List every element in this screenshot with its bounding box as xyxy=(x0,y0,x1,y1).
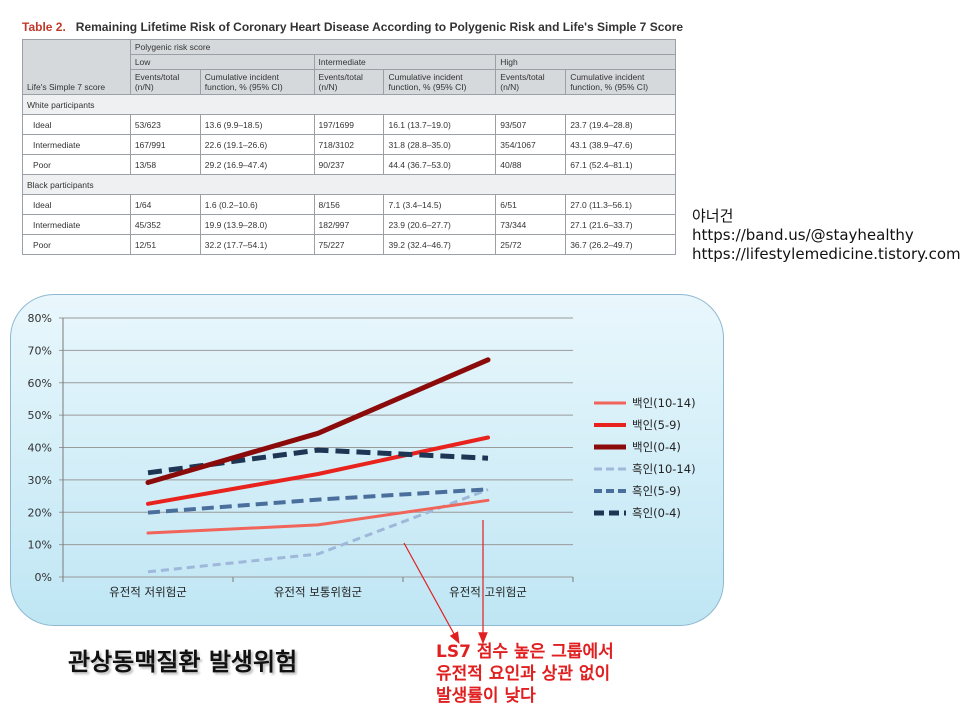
table-cell: 27.1 (21.6–33.7) xyxy=(565,214,676,235)
x-tick-label: 유전적 고위험군 xyxy=(449,585,527,599)
y-tick-label: 40% xyxy=(28,442,52,455)
series-line xyxy=(146,435,490,506)
table-row: Poor 13/58 29.2 (16.9–47.4) 90/237 44.4 … xyxy=(22,154,676,175)
y-tick-label: 50% xyxy=(28,409,52,422)
row-label: Ideal xyxy=(22,194,131,215)
y-tick-label: 0% xyxy=(35,571,52,584)
table-cell: 197/1699 xyxy=(313,114,385,135)
table-cell: 8/156 xyxy=(313,194,385,215)
table-cell: 44.4 (36.7–53.0) xyxy=(383,154,497,175)
row-label: Poor xyxy=(22,234,131,255)
table-row: Intermediate 167/991 22.6 (19.1–26.6) 71… xyxy=(22,134,676,155)
table-number: Table 2. xyxy=(22,20,66,34)
legend-label: 백인(5-9) xyxy=(632,418,681,432)
row-label: Ideal xyxy=(22,114,131,135)
table-cell: 29.2 (16.9–47.4) xyxy=(199,154,315,175)
row-header: Life's Simple 7 score xyxy=(22,39,131,95)
table-cell: 182/997 xyxy=(313,214,385,235)
table-cell: 45/352 xyxy=(129,214,201,235)
author-credit: 야너건 https://band.us/@stayhealthy https:/… xyxy=(692,207,961,264)
x-tick-label: 유전적 저위험군 xyxy=(109,585,187,599)
y-tick-label: 10% xyxy=(28,539,52,552)
y-tick-label: 30% xyxy=(28,474,52,487)
subheader-events: Events/total (n/N) xyxy=(495,69,567,95)
table-cell: 13.6 (9.9–18.5) xyxy=(199,114,315,135)
author-name: 야너건 xyxy=(692,207,734,225)
blog-link[interactable]: https://lifestylemedicine.tistory.com xyxy=(692,245,961,263)
annotation-note: LS7 점수 높은 그룹에서 유전적 요인과 상관 없이 발생률이 낮다 xyxy=(436,641,614,707)
table-cell: 36.7 (26.2–49.7) xyxy=(565,234,676,255)
table-cell: 23.7 (19.4–28.8) xyxy=(565,114,676,135)
y-tick-label: 20% xyxy=(28,506,52,519)
subheader-events: Events/total (n/N) xyxy=(129,69,201,95)
x-tick-label: 유전적 보통위험군 xyxy=(274,585,362,599)
legend-label: 백인(10-14) xyxy=(632,396,696,410)
section-label-white: White participants xyxy=(22,94,676,115)
group-high: High xyxy=(495,54,676,70)
chart-panel xyxy=(10,294,724,626)
table-cell: 73/344 xyxy=(495,214,567,235)
table-title: Table 2. Remaining Lifetime Risk of Coron… xyxy=(22,20,683,34)
table-cell: 32.2 (17.7–54.1) xyxy=(199,234,315,255)
table-cell: 40/88 xyxy=(495,154,567,175)
table-cell: 75/227 xyxy=(313,234,385,255)
series-line xyxy=(147,487,489,515)
row-label: Intermediate xyxy=(22,214,131,235)
group-intermediate: Intermediate xyxy=(313,54,497,70)
table-title-text: Remaining Lifetime Risk of Coronary Hear… xyxy=(75,20,684,34)
table-cell: 167/991 xyxy=(129,134,201,155)
table-cell: 1/64 xyxy=(129,194,201,215)
table-row: Ideal 53/623 13.6 (9.9–18.5) 197/1699 16… xyxy=(22,114,676,135)
table-row: Poor 12/51 32.2 (17.7–54.1) 75/227 39.2 … xyxy=(22,234,676,255)
table-cell: 1.6 (0.2–10.6) xyxy=(199,194,315,215)
subheader-events: Events/total (n/N) xyxy=(313,69,385,95)
table-cell: 7.1 (3.4–14.5) xyxy=(383,194,497,215)
table-cell: 25/72 xyxy=(495,234,567,255)
table-cell: 12/51 xyxy=(129,234,201,255)
series-line xyxy=(146,498,490,535)
table-cell: 31.8 (28.8–35.0) xyxy=(383,134,497,155)
table-cell: 93/507 xyxy=(495,114,567,135)
risk-table: Life's Simple 7 score Polygenic risk sco… xyxy=(22,39,677,255)
subheader-cif: Cumulative incident function, % (95% CI) xyxy=(565,69,676,95)
group-low: Low xyxy=(129,54,315,70)
subheader-cif: Cumulative incident function, % (95% CI) xyxy=(383,69,497,95)
table-cell: 6/51 xyxy=(495,194,567,215)
table-cell: 39.2 (32.4–46.7) xyxy=(383,234,497,255)
annotation-arrow xyxy=(403,542,460,645)
y-tick-label: 80% xyxy=(28,312,52,325)
table-row: Intermediate 45/352 19.9 (13.9–28.0) 182… xyxy=(22,214,676,235)
subheader-cif: Cumulative incident function, % (95% CI) xyxy=(199,69,315,95)
y-tick-label: 60% xyxy=(28,377,52,390)
series-line xyxy=(147,488,489,574)
legend-label: 흑인(0-4) xyxy=(632,506,681,520)
legend-label: 흑인(5-9) xyxy=(632,484,681,498)
series-line xyxy=(147,447,489,476)
table-cell: 90/237 xyxy=(313,154,385,175)
chart-caption: 관상동맥질환 발생위험 xyxy=(68,648,298,676)
note-line: 발생률이 낮다 xyxy=(436,686,536,706)
table-cell: 53/623 xyxy=(129,114,201,135)
note-line: 유전적 요인과 상관 없이 xyxy=(436,664,611,684)
note-line: LS7 점수 높은 그룹에서 xyxy=(436,642,614,662)
table-cell: 718/3102 xyxy=(313,134,385,155)
table-cell: 27.0 (11.3–56.1) xyxy=(565,194,676,215)
table-cell: 354/1067 xyxy=(495,134,567,155)
legend-label: 흑인(10-14) xyxy=(632,462,696,476)
table-row: Ideal 1/64 1.6 (0.2–10.6) 8/156 7.1 (3.4… xyxy=(22,194,676,215)
row-label: Intermediate xyxy=(22,134,131,155)
table-cell: 19.9 (13.9–28.0) xyxy=(199,214,315,235)
y-tick-label: 70% xyxy=(28,344,52,357)
band-link[interactable]: https://band.us/@stayhealthy xyxy=(692,226,914,244)
legend-label: 백인(0-4) xyxy=(632,440,681,454)
series-line xyxy=(145,357,491,485)
